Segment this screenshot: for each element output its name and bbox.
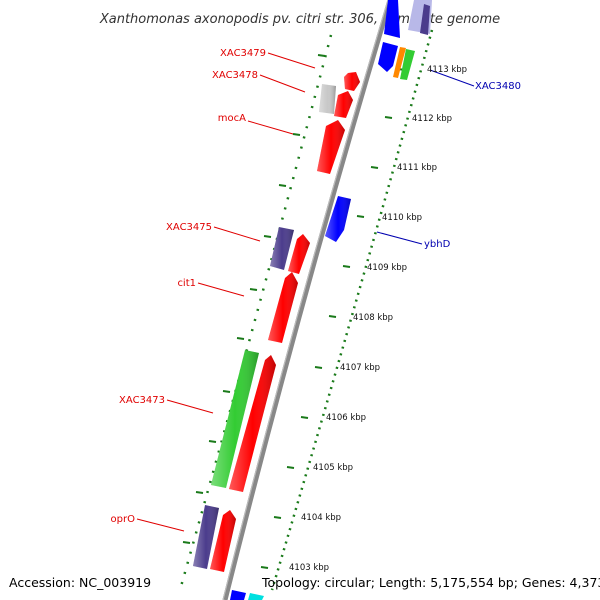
gene-opro-b[interactable] <box>210 510 236 572</box>
kbp-label-4109: 4109 kbp <box>367 263 407 273</box>
accession-text: Accession: NC_003919 <box>9 575 151 590</box>
gene-xac3478[interactable] <box>319 84 336 114</box>
gene-xac3473[interactable] <box>211 350 259 488</box>
gene-label-ybhd: ybhD <box>424 239 451 250</box>
gene-opro[interactable] <box>193 505 219 569</box>
kbp-label-4106: 4106 kbp <box>326 413 366 423</box>
kbp-label-4112: 4112 kbp <box>412 114 452 124</box>
gene-cit1[interactable] <box>268 272 298 343</box>
gene-xac3475-b[interactable] <box>288 234 310 274</box>
kbp-label-4111: 4111 kbp <box>397 163 437 173</box>
kbp-label-4113: 4113 kbp <box>427 65 467 75</box>
kbp-label-4110: 4110 kbp <box>382 213 422 223</box>
gene-moca[interactable] <box>317 120 345 174</box>
map-title: Xanthomonas axonopodis pv. citri str. 30… <box>99 12 500 27</box>
genome-backbone <box>222 0 393 600</box>
gene-label-xac3475: XAC3475 <box>166 222 212 233</box>
gene-label-xac3473: XAC3473 <box>119 395 165 406</box>
gene-label-moca: mocA <box>218 113 246 124</box>
gene-top-block <box>384 0 432 38</box>
label-leaders <box>136 52 475 532</box>
kbp-labels: 4103 kbp 4104 kbp 4105 kbp 4106 kbp 4107… <box>289 65 467 573</box>
kbp-label-4105: 4105 kbp <box>313 463 353 473</box>
gene-xac3480[interactable] <box>378 42 415 80</box>
gene-xac3478-b[interactable] <box>334 91 353 118</box>
kbp-label-4103: 4103 kbp <box>289 563 329 573</box>
gene-xac3475[interactable] <box>270 227 294 270</box>
kbp-label-4107: 4107 kbp <box>340 363 380 373</box>
gene-bottom-block <box>230 590 264 600</box>
kbp-label-4108: 4108 kbp <box>353 313 393 323</box>
gene-label-opro: oprO <box>111 514 136 525</box>
gene-xac3479[interactable] <box>344 72 360 91</box>
gene-xac3473-b[interactable] <box>229 355 276 492</box>
outer-tick-ring <box>178 29 434 591</box>
major-ticks <box>182 54 406 569</box>
gene-ybhd[interactable] <box>325 196 351 242</box>
gene-label-xac3478: XAC3478 <box>212 70 258 81</box>
gene-labels: XAC3479 XAC3478 mocA XAC3475 cit1 XAC347… <box>111 48 521 525</box>
kbp-label-4104: 4104 kbp <box>301 513 341 523</box>
genome-summary-text: Topology: circular; Length: 5,175,554 bp… <box>261 575 600 590</box>
gene-label-cit1: cit1 <box>177 278 196 289</box>
gene-label-xac3480: XAC3480 <box>475 81 521 92</box>
gene-label-xac3479: XAC3479 <box>220 48 266 59</box>
